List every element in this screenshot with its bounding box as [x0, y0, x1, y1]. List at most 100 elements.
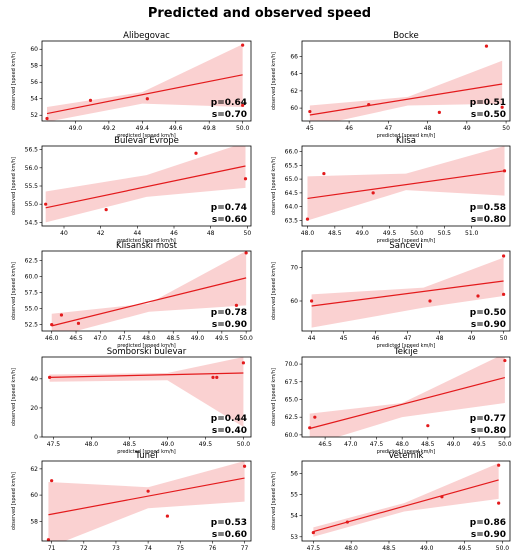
- data-point: [50, 323, 54, 327]
- y-tick-label: 62: [290, 88, 298, 95]
- y-tick-label: 66: [290, 53, 298, 60]
- stat-s: s=0.90: [212, 320, 247, 330]
- y-tick-label: 63.5: [285, 217, 299, 224]
- x-tick-label: 49.5: [473, 441, 487, 448]
- y-axis-label: observed [speed km/h]: [271, 472, 277, 530]
- x-tick-label: 47: [404, 335, 412, 342]
- confidence-band: [48, 461, 245, 541]
- data-point: [241, 361, 245, 365]
- x-tick-label: 76: [209, 545, 217, 550]
- regression-line: [313, 479, 499, 533]
- y-tick-label: 54: [30, 96, 38, 103]
- figure-title: Predicted and observed speed: [148, 6, 371, 21]
- y-tick-label: 70.0: [285, 361, 299, 368]
- y-tick-label: 57.5: [25, 290, 39, 297]
- x-tick-label: 49.2: [102, 125, 116, 132]
- x-tick-label: 48: [436, 335, 444, 342]
- data-point: [48, 375, 52, 379]
- y-axis-label: observed [speed km/h]: [271, 368, 277, 426]
- y-tick-label: 60: [290, 298, 298, 305]
- x-tick-label: 72: [80, 545, 88, 550]
- x-axis-label: predicted [speed km/h]: [377, 133, 436, 139]
- x-tick-label: 71: [48, 545, 56, 550]
- y-tick-label: 56.0: [25, 165, 39, 172]
- x-axis-label: predicted [speed km/h]: [117, 133, 176, 139]
- y-axis-label: observed [speed km/h]: [271, 262, 277, 320]
- x-tick-label: 50: [500, 335, 508, 342]
- y-tick-label: 60: [30, 492, 38, 499]
- y-tick-label: 62: [30, 466, 38, 473]
- y-tick-label: 65.5: [285, 162, 299, 169]
- stat-s: s=0.40: [212, 426, 247, 436]
- stat-s: s=0.50: [471, 110, 506, 120]
- x-tick-label: 51.0: [465, 230, 479, 237]
- y-tick-label: 60: [290, 105, 298, 112]
- stat-p: p=0.64: [211, 98, 247, 108]
- x-tick-label: 47.0: [344, 441, 358, 448]
- x-tick-label: 46.0: [45, 335, 59, 342]
- data-point: [313, 415, 317, 419]
- data-point: [50, 479, 54, 483]
- x-tick-label: 50.0: [410, 230, 424, 237]
- y-tick-label: 70: [290, 265, 298, 272]
- data-point: [345, 520, 349, 524]
- x-tick-label: 49.5: [383, 230, 397, 237]
- x-tick-label: 48.0: [395, 441, 409, 448]
- stat-p: p=0.77: [470, 414, 506, 424]
- y-tick-label: 52: [30, 112, 38, 119]
- data-point: [322, 171, 326, 176]
- regression-line: [45, 165, 246, 209]
- data-point: [44, 202, 48, 206]
- panel-tunel: Tunel 71 72 73 74 75 76 77 58 60 62 predicted [spee…: [11, 451, 252, 550]
- plot-frame: [301, 460, 511, 542]
- stat-p: p=0.44: [211, 414, 247, 424]
- plot-frame: [41, 460, 252, 542]
- x-tick-label: 49.0: [420, 545, 434, 550]
- data-point: [371, 191, 375, 195]
- x-tick-label: 50: [502, 125, 510, 132]
- x-tick-label: 42: [97, 230, 105, 237]
- y-tick-label: 56: [30, 79, 38, 86]
- data-point: [311, 530, 315, 535]
- x-tick-label: 49.0: [69, 125, 83, 132]
- stat-s: s=0.80: [471, 426, 506, 436]
- stat-p: p=0.86: [470, 518, 506, 528]
- y-tick-label: 54.5: [25, 219, 39, 226]
- plot-frame: [41, 356, 252, 438]
- confidence-band: [311, 257, 504, 328]
- panel-veternik: Veternik 47.5 48.0 48.5 49.0 49.5 50.0 53 54 55 56…: [271, 451, 511, 550]
- y-tick-label: 60.0: [285, 432, 299, 439]
- x-tick-label: 49.5: [215, 335, 229, 342]
- x-tick-label: 48.0: [344, 545, 358, 550]
- y-axis-label: observed [speed km/h]: [11, 262, 17, 320]
- y-tick-label: 64.5: [285, 190, 299, 197]
- panel-title: Bocke: [393, 31, 419, 41]
- stat-s: s=0.60: [212, 215, 247, 225]
- panel-title: Sancevi: [389, 241, 422, 251]
- x-tick-label: 48.5: [328, 230, 342, 237]
- data-point: [234, 303, 239, 307]
- panel-somborski-bulevar: Somborski bulevar 47.5 48.0 48.5 49.0 49.5 50.…: [11, 347, 252, 455]
- data-point: [502, 292, 506, 296]
- x-tick-label: 47.0: [94, 335, 108, 342]
- y-tick-label: 66.0: [285, 149, 299, 156]
- data-point: [503, 358, 507, 363]
- data-point: [502, 254, 506, 258]
- plot-frame: [41, 40, 252, 122]
- regression-line: [309, 376, 506, 430]
- y-tick-label: 62.5: [285, 414, 299, 421]
- x-tick-label: 47.5: [118, 335, 132, 342]
- panel-title: Tunel: [134, 451, 157, 461]
- data-point: [194, 151, 198, 155]
- data-point: [476, 294, 480, 298]
- data-point: [241, 43, 245, 47]
- x-tick-label: 47.5: [370, 441, 384, 448]
- data-point: [46, 538, 51, 542]
- data-point: [500, 105, 504, 109]
- stat-s: s=0.70: [212, 110, 247, 120]
- panel-sancevi: Sancevi 44 45 46 47 48 49 50 60 70 predicted [spee…: [271, 241, 511, 349]
- data-point: [502, 169, 507, 173]
- y-tick-label: 40: [30, 376, 38, 383]
- y-axis-label: observed [speed km/h]: [11, 472, 17, 530]
- y-tick-label: 20: [30, 405, 38, 412]
